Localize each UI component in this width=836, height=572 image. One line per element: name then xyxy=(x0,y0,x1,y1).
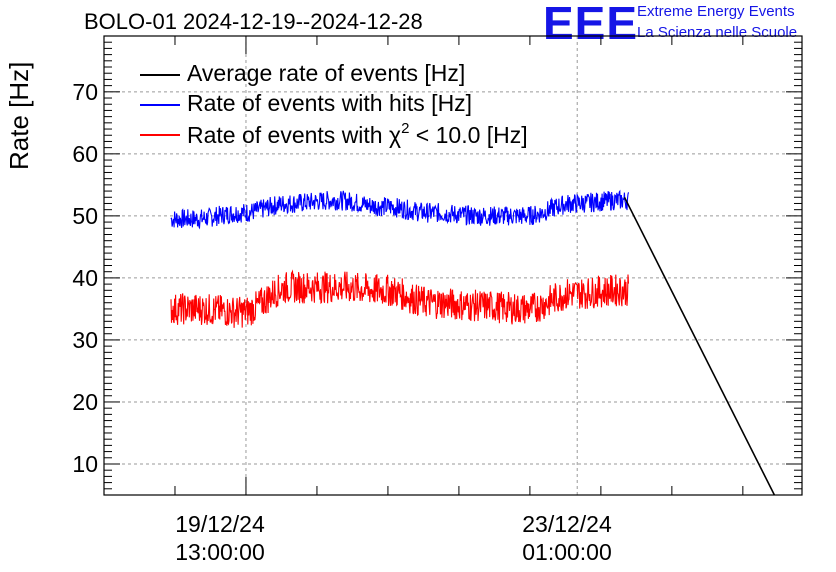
y-tick-label-6: 70 xyxy=(72,79,98,105)
x-tick-label-1: 23/12/24 01:00:00 xyxy=(487,510,647,566)
x-tick-time-0: 13:00:00 xyxy=(175,539,265,565)
legend-swatch-black xyxy=(140,74,180,76)
legend-swatch-blue xyxy=(140,104,180,106)
legend-chi2-sup: 2 xyxy=(401,120,410,137)
x-tick-date-0: 19/12/24 xyxy=(175,511,265,537)
legend-label-hits: Rate of events with hits [Hz] xyxy=(187,90,473,116)
x-tick-label-0: 19/12/24 13:00:00 xyxy=(140,510,300,566)
chart-title: BOLO-01 2024-12-19--2024-12-28 xyxy=(84,9,423,34)
y-tick-label-4: 50 xyxy=(72,203,98,229)
series-line-2 xyxy=(170,269,630,328)
y-tick-label-1: 20 xyxy=(72,389,98,415)
legend-chi2-main: Rate of events with χ xyxy=(187,122,402,148)
y-tick-label-3: 40 xyxy=(72,265,98,291)
legend-swatch-red xyxy=(140,134,180,136)
eee-logo: EEE xyxy=(543,0,639,49)
x-tick-time-1: 01:00:00 xyxy=(522,539,612,565)
logo-line-1: Extreme Energy Events xyxy=(637,3,795,20)
legend-label-chi2: Rate of events with χ2 < 10.0 [Hz] xyxy=(187,120,528,149)
plot-frame xyxy=(103,35,803,496)
x-tick-date-1: 23/12/24 xyxy=(522,511,612,537)
series-line-1 xyxy=(170,189,630,230)
y-tick-label-0: 10 xyxy=(72,451,98,477)
y-tick-label-2: 30 xyxy=(72,327,98,353)
logo-line-2: La Scienza nelle Scuole xyxy=(637,24,798,41)
series-line-0 xyxy=(623,196,776,495)
legend-label-average: Average rate of events [Hz] xyxy=(187,60,466,86)
legend-chi2-rest: < 10.0 [Hz] xyxy=(409,122,528,148)
y-tick-label-5: 60 xyxy=(72,141,98,167)
